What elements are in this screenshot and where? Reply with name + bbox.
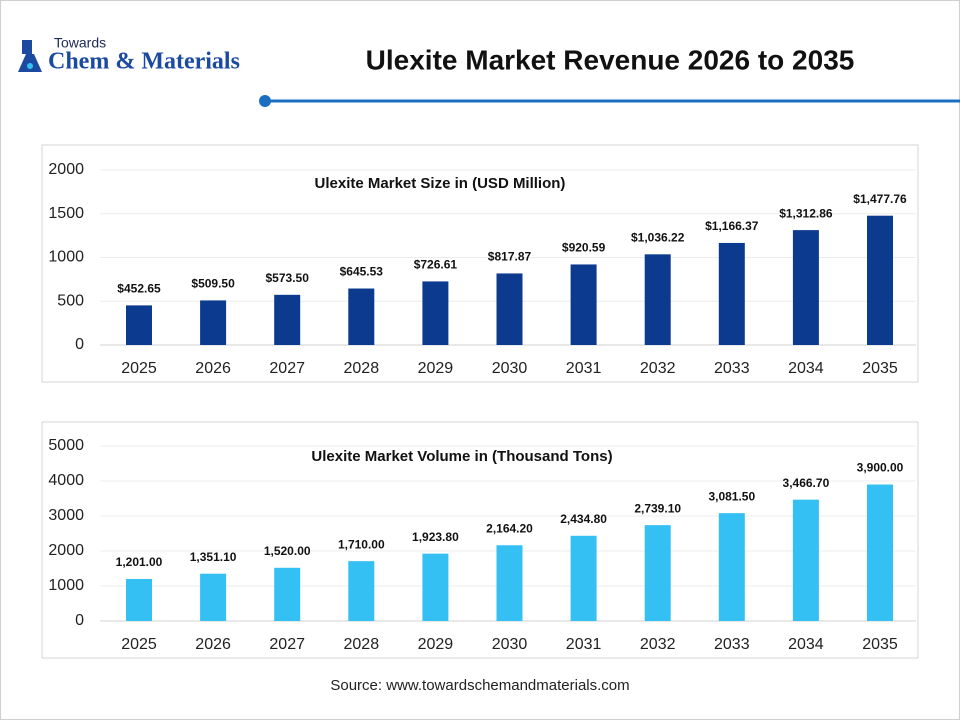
y-tick-label: 5000	[48, 437, 84, 454]
bar	[644, 525, 671, 621]
value-label: $817.87	[488, 250, 532, 264]
bar	[200, 573, 227, 621]
x-tick-label: 2034	[788, 360, 824, 377]
value-label: $1,477.76	[853, 192, 907, 206]
x-tick-label: 2032	[640, 636, 676, 653]
y-tick-label: 500	[57, 292, 84, 309]
x-tick-label: 2027	[269, 636, 305, 653]
logo-icon	[27, 63, 33, 69]
bar	[570, 535, 597, 621]
value-label: $1,036.22	[631, 231, 685, 245]
chart-frame	[41, 421, 919, 659]
chart-frame	[41, 144, 919, 383]
x-tick-label: 2031	[566, 360, 602, 377]
value-label: 1,201.00	[116, 555, 163, 569]
value-label: 1,520.00	[264, 544, 311, 558]
bar	[792, 230, 819, 345]
bar	[867, 215, 893, 345]
value-label: 2,164.20	[486, 521, 533, 535]
bar	[792, 499, 819, 621]
x-tick-label: 2028	[344, 636, 380, 653]
x-tick-label: 2032	[640, 360, 676, 377]
x-tick-label: 2030	[492, 636, 528, 653]
y-tick-label: 0	[75, 612, 84, 629]
value-label: $573.50	[266, 271, 310, 285]
y-tick-label: 2000	[48, 161, 84, 178]
x-tick-label: 2033	[714, 360, 750, 377]
value-label: $645.53	[340, 265, 384, 279]
logo-icon	[22, 40, 32, 54]
x-tick-label: 2035	[862, 360, 898, 377]
bar	[200, 300, 227, 345]
bar	[274, 567, 301, 621]
bar	[496, 545, 523, 621]
bar	[867, 484, 893, 621]
page-title: Ulexite Market Revenue 2026 to 2035	[366, 44, 855, 75]
y-tick-label: 0	[75, 336, 84, 353]
y-tick-label: 4000	[48, 472, 84, 489]
bar	[570, 264, 597, 345]
bar	[496, 273, 523, 345]
value-label: $452.65	[117, 282, 161, 296]
value-label: $1,312.86	[779, 206, 833, 220]
value-label: 2,434.80	[560, 512, 607, 526]
x-tick-label: 2029	[418, 636, 454, 653]
value-label: $920.59	[562, 241, 606, 255]
x-tick-label: 2027	[269, 360, 305, 377]
source: Source: www.towardschemandmaterials.com	[330, 677, 629, 694]
bar	[348, 288, 375, 345]
x-tick-label: 2026	[195, 636, 231, 653]
x-tick-label: 2034	[788, 636, 824, 653]
x-tick-label: 2029	[418, 360, 454, 377]
x-tick-label: 2026	[195, 360, 231, 377]
x-tick-label: 2031	[566, 636, 602, 653]
y-tick-label: 2000	[48, 542, 84, 559]
y-tick-label: 1000	[48, 249, 84, 266]
value-label: 2,739.10	[634, 501, 681, 515]
logo-main: Chem & Materials	[48, 49, 240, 75]
value-label: 3,466.70	[783, 476, 830, 490]
x-tick-label: 2035	[862, 636, 898, 653]
logo: Towards Chem & Materials	[18, 35, 240, 75]
header-dot	[259, 95, 271, 107]
bar	[348, 561, 375, 621]
x-tick-label: 2025	[121, 360, 157, 377]
bar	[126, 305, 152, 345]
chart-title: Ulexite Market Size in (USD Million)	[315, 175, 566, 192]
bar	[274, 294, 301, 345]
value-label: $726.61	[414, 258, 458, 272]
bar	[422, 281, 449, 345]
bar	[718, 242, 745, 345]
value-label: 1,351.10	[190, 550, 237, 564]
x-tick-label: 2025	[121, 636, 157, 653]
chart-title: Ulexite Market Volume in (Thousand Tons)	[311, 448, 612, 465]
logo-small: Towards	[54, 35, 106, 51]
value-label: $509.50	[191, 277, 235, 291]
x-tick-label: 2028	[344, 360, 380, 377]
x-tick-label: 2033	[714, 636, 750, 653]
value-label: 3,081.50	[708, 489, 755, 503]
value-label: 3,900.00	[857, 461, 904, 475]
y-tick-label: 1500	[48, 205, 84, 222]
x-tick-label: 2030	[492, 360, 528, 377]
y-tick-label: 1000	[48, 577, 84, 594]
y-tick-label: 3000	[48, 507, 84, 524]
bar	[422, 553, 449, 621]
value-label: 1,923.80	[412, 530, 459, 544]
value-label: $1,166.37	[705, 219, 759, 233]
bar	[718, 513, 745, 621]
value-label: 1,710.00	[338, 537, 385, 551]
bar	[126, 578, 152, 621]
bar	[644, 254, 671, 345]
